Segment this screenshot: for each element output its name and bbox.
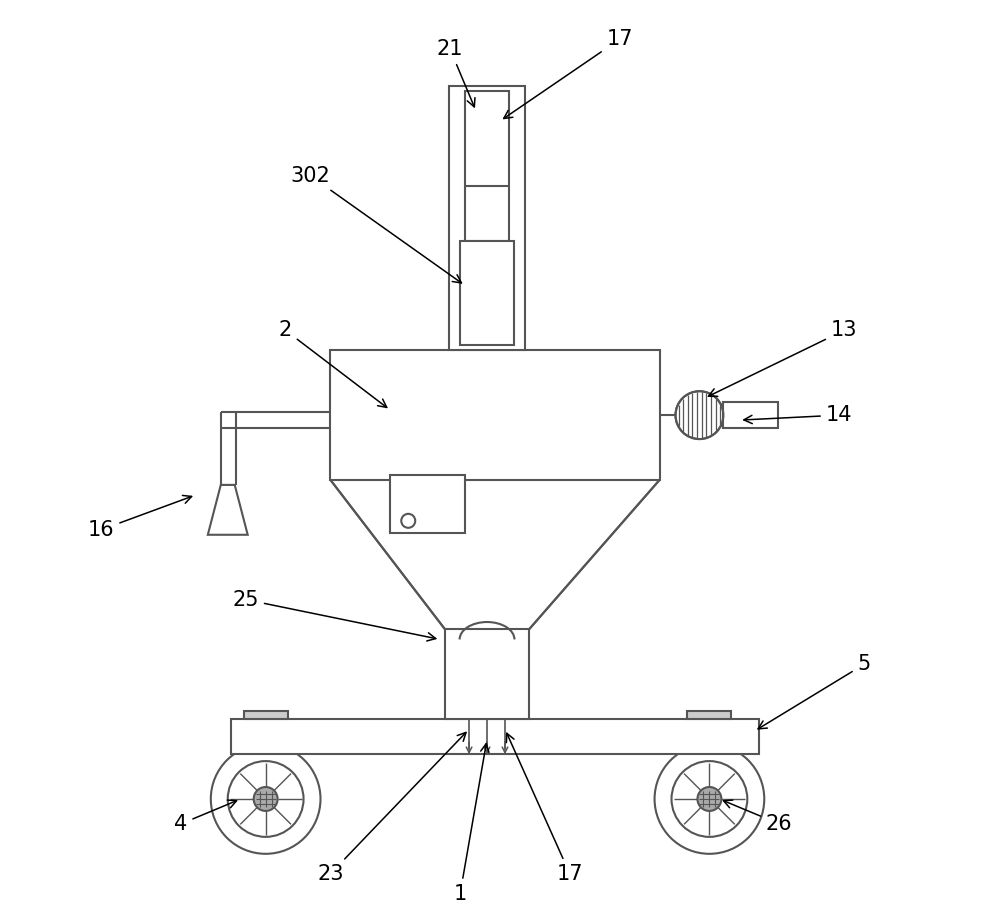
Text: 25: 25 xyxy=(232,590,436,641)
Bar xyxy=(244,712,288,719)
Bar xyxy=(330,351,660,480)
Text: 13: 13 xyxy=(708,320,857,396)
Circle shape xyxy=(254,787,278,811)
Text: 4: 4 xyxy=(174,800,237,833)
Bar xyxy=(390,475,465,533)
Text: 1: 1 xyxy=(453,744,489,904)
Text: 14: 14 xyxy=(744,405,852,426)
Bar xyxy=(723,402,778,428)
Bar xyxy=(687,712,731,719)
Circle shape xyxy=(676,391,723,439)
Text: 23: 23 xyxy=(317,733,466,883)
Text: 17: 17 xyxy=(506,733,583,883)
Circle shape xyxy=(672,761,747,837)
Text: 5: 5 xyxy=(758,654,871,729)
Polygon shape xyxy=(330,480,660,629)
Text: 16: 16 xyxy=(88,496,192,540)
Bar xyxy=(465,91,509,241)
Bar xyxy=(231,719,759,754)
Text: 17: 17 xyxy=(504,30,633,118)
Circle shape xyxy=(228,761,304,837)
Circle shape xyxy=(697,787,721,811)
Text: 302: 302 xyxy=(291,166,461,283)
Text: 2: 2 xyxy=(279,320,387,407)
Text: 21: 21 xyxy=(437,40,475,107)
Polygon shape xyxy=(208,485,248,534)
Circle shape xyxy=(401,514,415,528)
Text: 26: 26 xyxy=(724,800,793,833)
Circle shape xyxy=(655,744,764,854)
Bar xyxy=(460,241,514,345)
Bar xyxy=(449,86,525,351)
Bar xyxy=(445,629,529,719)
Circle shape xyxy=(211,744,321,854)
